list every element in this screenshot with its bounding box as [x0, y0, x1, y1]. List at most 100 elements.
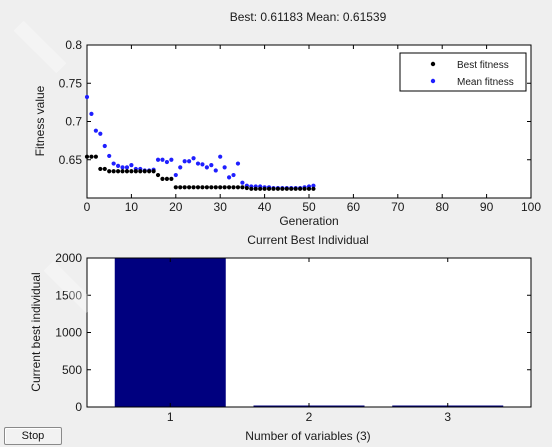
- mean-fitness-point: [213, 168, 218, 173]
- best-fitness-point: [120, 169, 125, 174]
- mean-fitness-point: [195, 161, 201, 166]
- best-individual-xlabel: Number of variables (3): [245, 429, 370, 443]
- mean-fitness-point: [240, 180, 245, 185]
- y-tick-label: 0: [75, 400, 82, 414]
- fitness-plot-xlabel: Generation: [279, 214, 338, 228]
- best-fitness-point: [204, 185, 209, 190]
- stop-button[interactable]: Stop: [4, 427, 62, 445]
- mean-fitness-point: [160, 157, 165, 162]
- mean-fitness-point: [178, 165, 183, 170]
- y-tick-label: 0.8: [65, 38, 82, 52]
- x-tick-label: 100: [521, 200, 541, 214]
- best-fitness-point: [253, 186, 258, 191]
- fitness-plot: Best: 0.61183 Mean: 0.61539 0 10 20 30 40 50 6…: [33, 10, 541, 228]
- mean-fitness-point: [102, 143, 107, 149]
- mean-fitness-point: [111, 161, 116, 166]
- best-fitness-point: [293, 186, 298, 191]
- mean-fitness-point: [311, 183, 316, 188]
- mean-fitness-point: [222, 165, 227, 170]
- mean-fitness-point: [182, 159, 187, 164]
- best-fitness-point: [275, 186, 281, 191]
- x-tick-label: 80: [436, 200, 450, 214]
- mean-fitness-point: [226, 175, 232, 180]
- y-tick-label: 0.65: [59, 153, 83, 167]
- x-tick-label: 10: [125, 200, 139, 214]
- best-fitness-point: [129, 169, 134, 174]
- fitness-plot-ylabel: Fitness value: [33, 85, 47, 156]
- x-tick-label: 50: [302, 200, 316, 214]
- best-fitness-point: [178, 185, 183, 190]
- y-tick-label: 0.7: [65, 115, 82, 129]
- best-fitness-point: [289, 186, 294, 191]
- mean-fitness-point: [120, 165, 125, 170]
- fitness-plot-points: [84, 94, 316, 191]
- best-fitness-point: [133, 169, 138, 174]
- mean-fitness-point: [124, 165, 130, 170]
- legend-label-mean: Mean fitness: [457, 77, 514, 88]
- bar-variable-1: [114, 258, 226, 407]
- best-fitness-point: [173, 185, 178, 190]
- best-fitness-point: [195, 185, 201, 190]
- mean-fitness-point: [169, 157, 174, 162]
- x-tick-label: 2: [306, 410, 313, 424]
- mean-fitness-point: [191, 156, 196, 161]
- best-fitness-point: [84, 154, 90, 159]
- x-tick-label: 60: [347, 200, 361, 214]
- best-individual-bars: [114, 258, 504, 407]
- mean-fitness-point: [164, 159, 170, 165]
- best-fitness-point: [209, 185, 214, 190]
- best-fitness-point: [213, 185, 218, 190]
- mean-fitness-point: [187, 159, 192, 164]
- best-fitness-point: [107, 169, 112, 174]
- best-fitness-point: [155, 172, 161, 178]
- fitness-legend: Best fitness Mean fitness: [399, 52, 527, 92]
- y-tick-label: 1000: [55, 326, 82, 340]
- best-fitness-point: [244, 185, 249, 191]
- fitness-plot-title: Best: 0.61183 Mean: 0.61539: [230, 10, 387, 24]
- best-fitness-point: [164, 176, 170, 181]
- mean-fitness-point: [155, 157, 161, 162]
- best-fitness-point: [222, 185, 227, 190]
- best-fitness-point: [284, 186, 289, 191]
- best-fitness-point: [262, 186, 267, 191]
- legend-label-best: Best fitness: [457, 60, 509, 71]
- best-fitness-point: [89, 154, 94, 159]
- mean-fitness-point: [89, 111, 94, 116]
- y-tick-label: 2000: [55, 251, 82, 265]
- mean-fitness-point: [209, 163, 214, 168]
- best-fitness-point: [115, 169, 121, 174]
- best-individual-ticks: 1 2 3 0 500 1000 1500 2000: [55, 251, 532, 424]
- mean-fitness-point: [93, 128, 98, 133]
- x-tick-label: 70: [391, 200, 405, 214]
- best-fitness-point: [218, 185, 223, 190]
- mean-fitness-point: [173, 172, 178, 178]
- mean-fitness-point: [235, 161, 241, 166]
- legend-marker-mean: [430, 78, 436, 84]
- best-individual-ylabel: Current best individual: [29, 272, 43, 391]
- best-fitness-point: [124, 169, 130, 174]
- x-tick-label: 3: [444, 410, 451, 424]
- best-fitness-point: [240, 185, 245, 190]
- best-fitness-point: [142, 169, 147, 174]
- mean-fitness-point: [129, 163, 134, 168]
- best-fitness-point: [111, 169, 116, 174]
- best-fitness-point: [311, 186, 316, 191]
- best-fitness-point: [302, 186, 307, 191]
- x-tick-label: 20: [169, 200, 183, 214]
- best-fitness-point: [271, 186, 276, 191]
- mean-fitness-point: [200, 162, 205, 167]
- best-fitness-point: [226, 185, 232, 190]
- best-fitness-point: [93, 154, 98, 159]
- best-fitness-point: [187, 185, 192, 190]
- best-fitness-point: [169, 176, 174, 181]
- best-fitness-point: [306, 186, 312, 191]
- best-fitness-point: [160, 176, 165, 181]
- best-individual-title: Current Best Individual: [247, 233, 368, 247]
- best-fitness-point: [249, 186, 254, 191]
- mean-fitness-point: [204, 165, 209, 170]
- mean-fitness-point: [84, 94, 90, 100]
- best-fitness-point: [191, 185, 196, 190]
- mean-fitness-point: [107, 153, 112, 159]
- best-fitness-point: [182, 185, 187, 190]
